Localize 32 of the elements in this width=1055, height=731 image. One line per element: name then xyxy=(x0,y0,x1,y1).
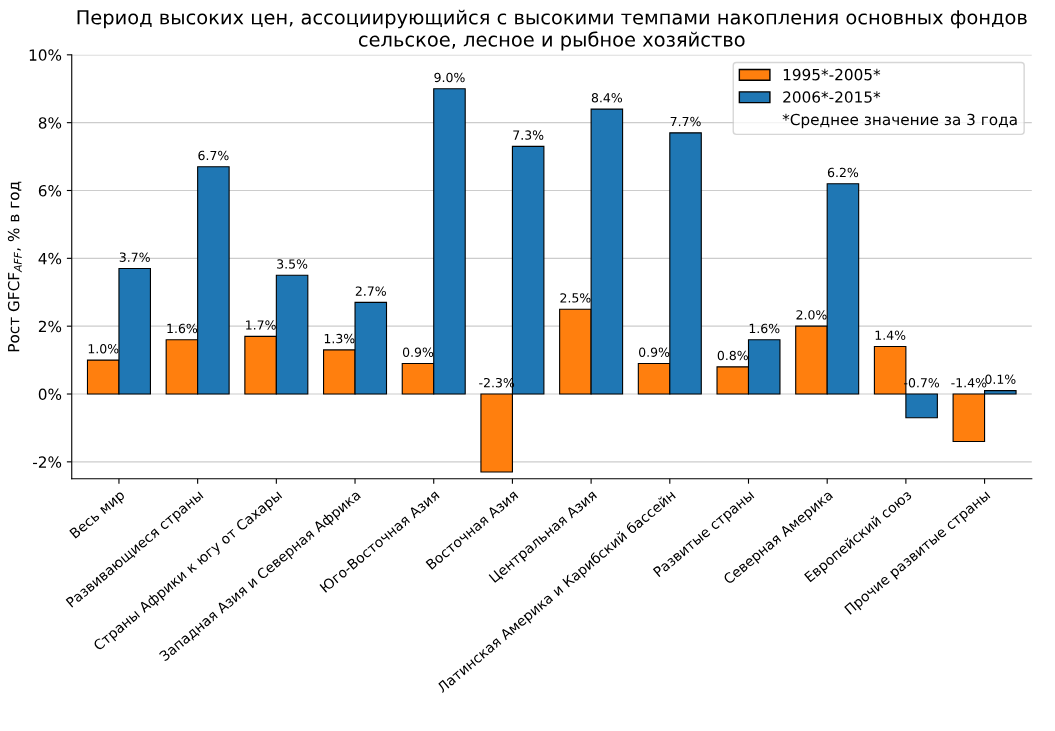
data-label: 2.5% xyxy=(560,293,591,303)
data-label: 8.4% xyxy=(591,93,623,103)
data-label: -1.4% xyxy=(951,377,987,388)
legend-label: 1995*-2005* xyxy=(783,68,881,81)
chart-title: Период высоких цен, ассоциирующийся с высокими темпами накопления основных фондов сельское, лесное и рыбное хозяйство xyxy=(77,9,1027,51)
annotation: *Среднее значение за 3 года xyxy=(782,113,1017,129)
y-tick-label: -2% xyxy=(33,456,62,468)
data-label: 1.7% xyxy=(246,320,276,330)
data-label: 0.9% xyxy=(402,347,434,357)
data-label: 2.7% xyxy=(355,286,386,296)
legend-label: 2006*-2015* xyxy=(783,91,881,103)
y-tick-label: 0% xyxy=(38,388,62,401)
data-label: 0.1% xyxy=(985,374,1016,385)
data-label: 7.7% xyxy=(670,116,701,127)
data-label: 0.8% xyxy=(717,350,748,361)
y-tick-label: 4% xyxy=(38,252,62,265)
data-label: 1.4% xyxy=(875,330,906,340)
y-tick-label: 8% xyxy=(38,117,62,129)
data-label: 3.5% xyxy=(277,259,308,269)
data-label: 9.0% xyxy=(434,72,465,83)
data-label: 6.2% xyxy=(827,167,859,178)
y-tick-label: 2% xyxy=(38,320,62,333)
y-axis-title: Рост GFCF$_{AFF}$, % в год xyxy=(7,181,22,352)
data-label: 7.3% xyxy=(513,130,544,140)
data-label: 1.6% xyxy=(749,323,780,334)
data-label: 6.7% xyxy=(198,150,229,161)
data-label: 1.3% xyxy=(324,333,355,344)
y-tick-label: 6% xyxy=(38,184,62,197)
data-label: 3.7% xyxy=(119,252,150,262)
y-tick-label: 10% xyxy=(29,49,62,61)
data-label: 2.0% xyxy=(796,310,827,320)
data-label: 1.6% xyxy=(167,323,198,334)
